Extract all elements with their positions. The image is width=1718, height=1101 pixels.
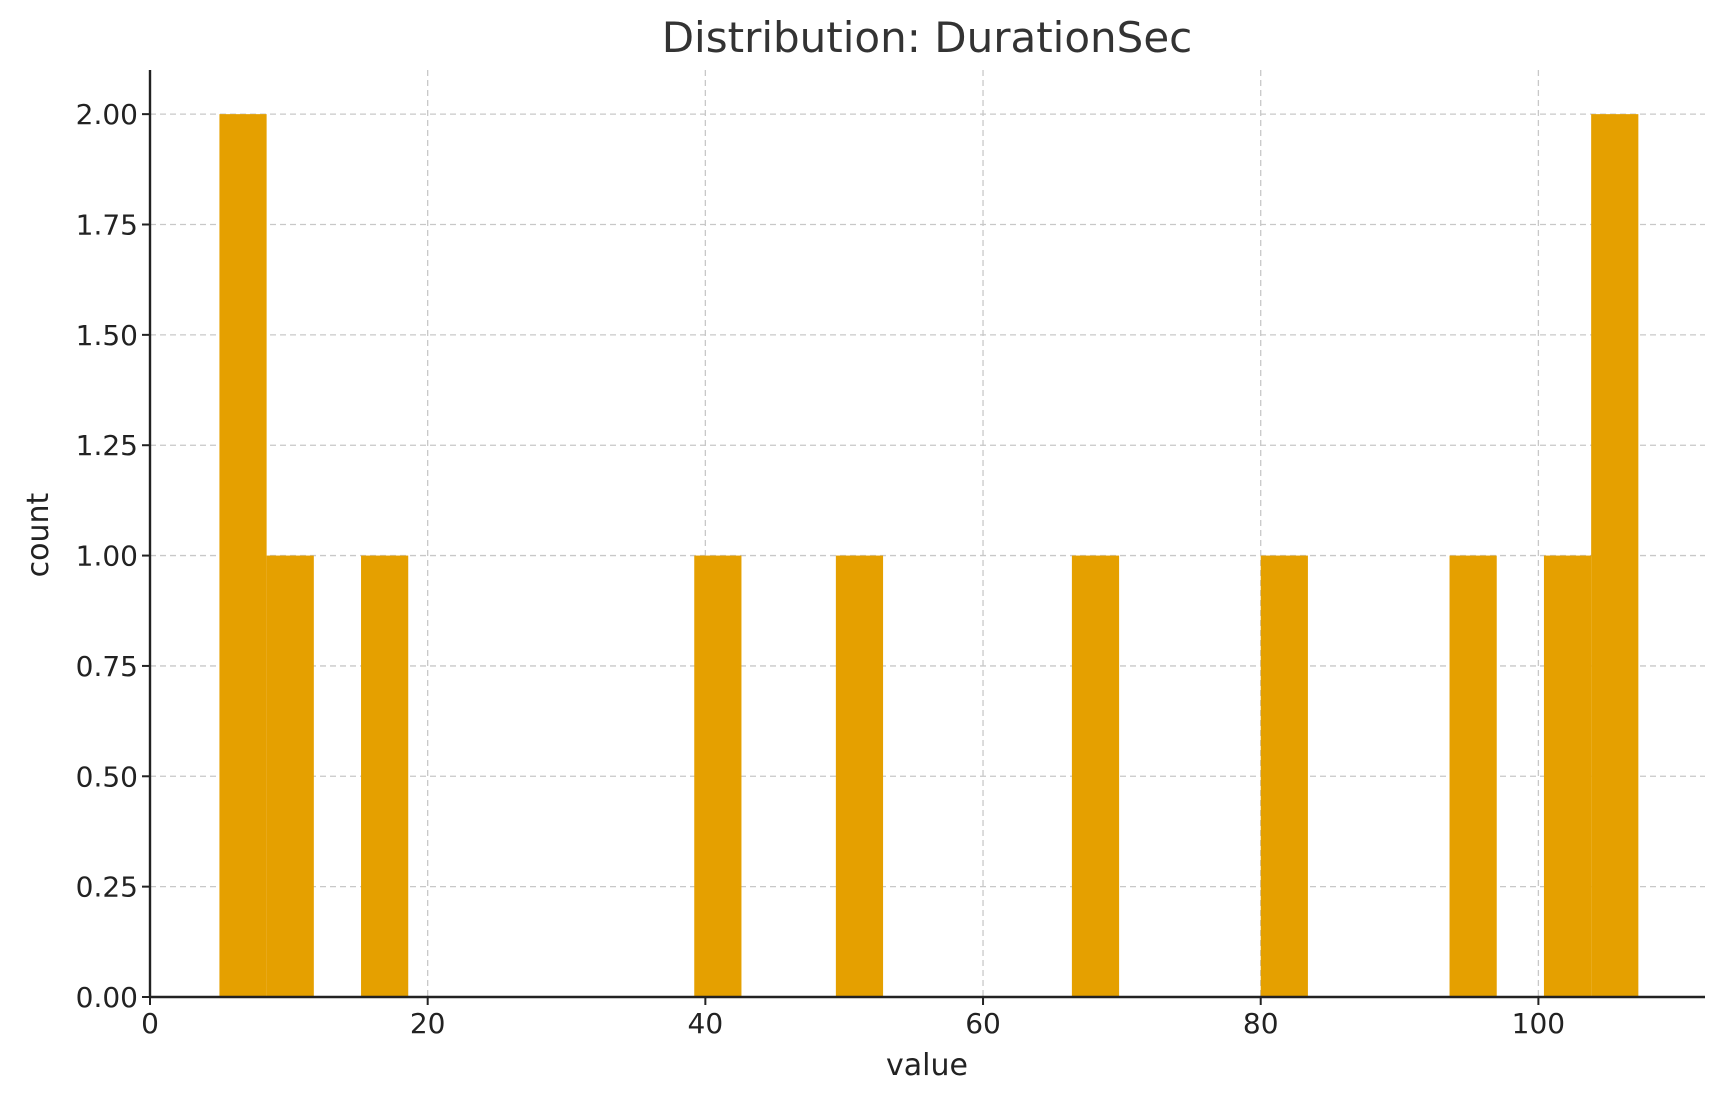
y-tick-label: 0.50	[76, 760, 138, 793]
chart-title: Distribution: DurationSec	[662, 13, 1193, 62]
y-tick-label: 1.75	[76, 209, 138, 242]
x-tick-label: 20	[410, 1007, 446, 1040]
y-tick-label: 0.75	[76, 650, 138, 683]
y-tick-label: 1.00	[76, 540, 138, 573]
histogram-bar	[219, 114, 267, 997]
x-tick-label: 100	[1512, 1007, 1565, 1040]
y-tick-label: 0.25	[76, 871, 138, 904]
x-axis-label: value	[886, 1048, 968, 1083]
bar-layer	[219, 114, 1639, 997]
histogram-bar	[361, 555, 409, 997]
y-tick-label: 1.25	[76, 429, 138, 462]
x-tick-label: 0	[141, 1007, 159, 1040]
histogram-bar	[835, 555, 884, 997]
x-tick-label: 40	[688, 1007, 724, 1040]
grid-layer	[150, 70, 1705, 997]
y-tick-label: 0.00	[76, 981, 138, 1014]
histogram-bar	[1449, 555, 1497, 997]
histogram-bar	[1543, 555, 1592, 997]
histogram-bar	[694, 555, 742, 997]
y-tick-label: 2.00	[76, 98, 138, 131]
histogram-bar	[1071, 555, 1120, 997]
y-tick-label: 1.50	[76, 319, 138, 352]
histogram-bar	[266, 555, 314, 997]
y-axis-label: count	[21, 492, 56, 577]
x-tick-label: 80	[1243, 1007, 1279, 1040]
tick-layer: 0 20 40 60 80 100 0.00 0.25 0.50 0.75 1.00 1.25 1.50…	[76, 98, 1565, 1040]
histogram-bar	[1591, 114, 1639, 997]
histogram-bar	[1260, 555, 1308, 997]
x-tick-label: 60	[965, 1007, 1001, 1040]
